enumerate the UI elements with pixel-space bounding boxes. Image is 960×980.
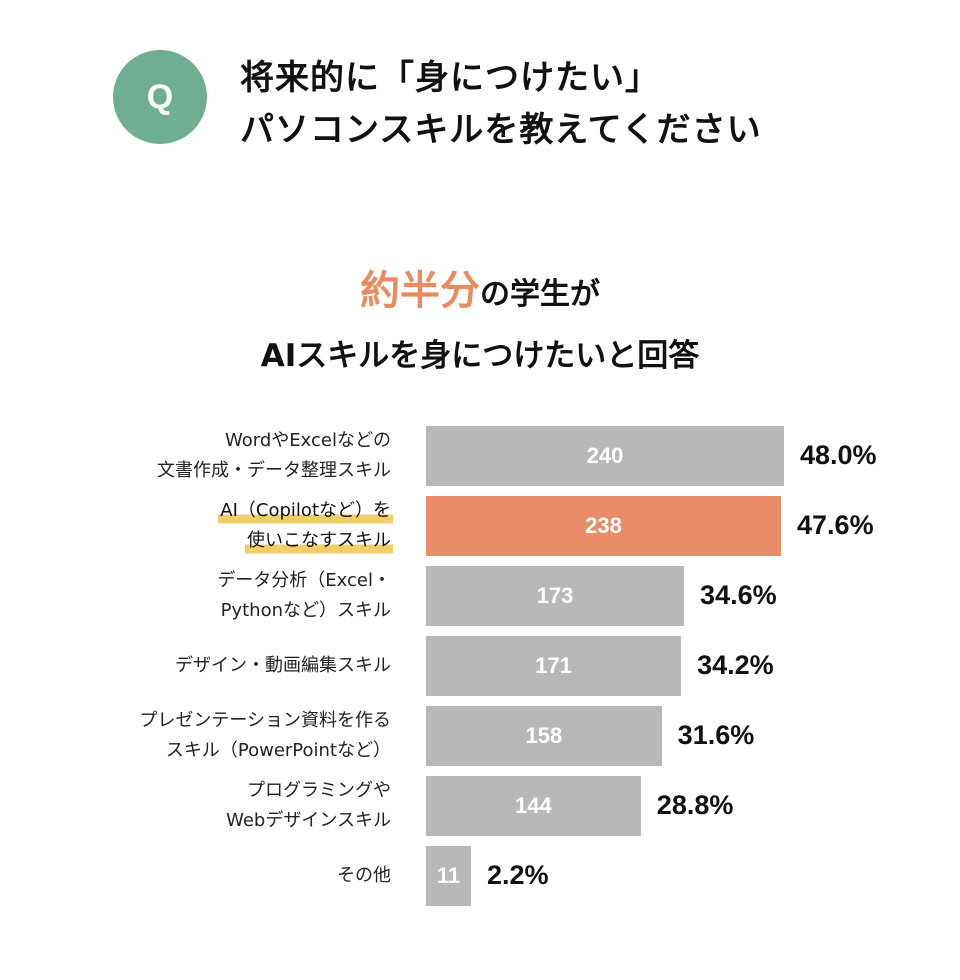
category-label-line: プレゼンテーション資料を作る xyxy=(139,710,391,731)
bar: 240 xyxy=(426,426,784,486)
category-label-line: Webデザインスキル xyxy=(226,810,391,831)
bar-row: AI（Copilotなど）を 使いこなすスキル 238 47.6% xyxy=(0,496,960,556)
category-label-line: データ分析（Excel・ xyxy=(217,570,391,591)
question-line-2: パソコンスキルを教えてください xyxy=(240,110,762,150)
category-label-line: 使いこなすスキル xyxy=(245,526,393,556)
bar: 238 xyxy=(426,496,782,556)
percent-label: 31.6% xyxy=(677,720,755,750)
category-label-line: WordやExcelなどの xyxy=(225,430,391,451)
category-label: データ分析（Excel・ Pythonなど）スキル xyxy=(215,566,393,626)
category-label: WordやExcelなどの文書作成・データ整理スキル xyxy=(155,426,393,486)
category-label-line: プログラミングや xyxy=(247,780,391,801)
headline-line-1: 約半分の学生が xyxy=(0,258,960,316)
question-badge: Q xyxy=(113,50,207,144)
headline-accent: 約半分 xyxy=(360,268,480,314)
percent-label: 28.8% xyxy=(656,790,734,820)
count-label: 171 xyxy=(535,653,572,678)
bar: 173 xyxy=(426,566,685,626)
category-label: その他 xyxy=(335,846,393,906)
bar-row: プレゼンテーション資料を作るスキル（PowerPointなど） 158 31.6% xyxy=(0,706,960,766)
category-label-line: デザイン・動画編集スキル xyxy=(175,655,391,676)
badge-letter: Q xyxy=(146,77,174,116)
bar-row: WordやExcelなどの文書作成・データ整理スキル 240 48.0% xyxy=(0,426,960,486)
headline-rest: の学生が xyxy=(480,277,600,312)
percent-label: 47.6% xyxy=(797,510,874,540)
bar-row: データ分析（Excel・ Pythonなど）スキル 173 34.6% xyxy=(0,566,960,626)
category-label: プレゼンテーション資料を作るスキル（PowerPointなど） xyxy=(137,706,393,766)
bar-row: その他 11 2.2% xyxy=(0,846,960,906)
count-label: 158 xyxy=(525,723,563,748)
count-label: 173 xyxy=(536,583,574,608)
category-label: AI（Copilotなど）を 使いこなすスキル xyxy=(218,496,393,556)
bar-row: デザイン・動画編集スキル 171 34.2% xyxy=(0,636,960,696)
category-label-line: Pythonなど）スキル xyxy=(220,600,391,621)
bar: 144 xyxy=(426,776,641,836)
bar-row: プログラミングや Webデザインスキル 144 28.8% xyxy=(0,776,960,836)
percent-label: 48.0% xyxy=(800,440,877,470)
question-title: 将来的に「身につけたい」 パソコンスキルを教えてください xyxy=(240,52,762,156)
bar: 11 xyxy=(426,846,471,906)
category-label-line: AI（Copilotなど）を xyxy=(218,496,393,526)
category-label: デザイン・動画編集スキル xyxy=(173,636,393,696)
bar: 171 xyxy=(426,636,682,696)
count-label: 240 xyxy=(586,443,624,468)
headline-line-2: AIスキルを身につけたいと回答 xyxy=(260,338,700,374)
percent-label: 34.2% xyxy=(697,650,774,680)
category-label-line: 文書作成・データ整理スキル xyxy=(157,460,391,481)
count-label: 144 xyxy=(515,793,552,818)
category-label-line: その他 xyxy=(337,865,391,886)
question-line-1: 将来的に「身につけたい」 xyxy=(240,58,660,98)
category-label: プログラミングや Webデザインスキル xyxy=(224,776,393,836)
category-label-line: スキル（PowerPointなど） xyxy=(165,740,391,761)
percent-label: 34.6% xyxy=(700,580,777,610)
count-label: 11 xyxy=(436,863,461,888)
count-label: 238 xyxy=(585,513,622,538)
bar: 158 xyxy=(426,706,662,766)
percent-label: 2.2% xyxy=(487,860,549,890)
